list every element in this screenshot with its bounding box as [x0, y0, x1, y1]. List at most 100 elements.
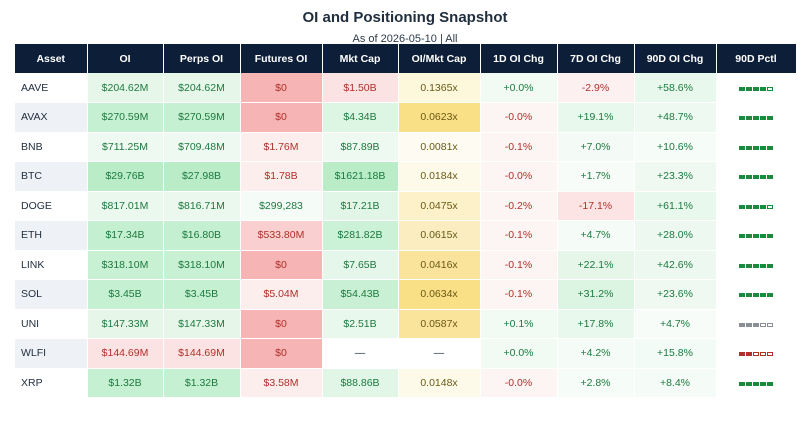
percentile-meter	[738, 381, 774, 386]
value-cell-futures-oi: $533.80M	[240, 220, 323, 251]
percentile-bar-segment	[759, 263, 766, 268]
value-cell-chg-90d: +4.7%	[634, 309, 717, 339]
value-cell-mkt-cap: $1.50B	[322, 73, 399, 103]
percentile-bar-segment	[766, 263, 773, 268]
percentile-bar-segment	[752, 352, 759, 357]
value-cell-chg-7d: +19.1%	[557, 102, 635, 133]
percentile-bar-segment	[759, 352, 766, 357]
percentile-bar-segment	[738, 234, 745, 239]
percentile-bar-segment	[766, 116, 773, 121]
value-cell-chg-90d: +28.0%	[634, 220, 717, 251]
column-header[interactable]: Asset	[15, 44, 88, 73]
value-cell-chg-1d: -0.1%	[480, 220, 558, 251]
percentile-cell	[716, 309, 797, 339]
percentile-bar-segment	[738, 86, 745, 91]
column-header[interactable]: 1D OI Chg	[480, 44, 558, 73]
percentile-bar-segment	[759, 145, 766, 150]
asset-cell: AAVE	[15, 73, 88, 103]
percentile-bar-segment	[766, 352, 773, 357]
asset-cell: BNB	[15, 132, 88, 162]
value-cell-perps-oi: $709.48M	[163, 132, 241, 162]
percentile-bar-segment	[752, 116, 759, 121]
asset-cell: AVAX	[15, 102, 88, 133]
percentile-bar-segment	[766, 86, 773, 91]
asset-cell: SOL	[15, 279, 88, 310]
asset-cell: WLFI	[15, 338, 88, 369]
percentile-bar-segment	[738, 116, 745, 121]
value-cell-chg-7d: +2.8%	[557, 368, 635, 398]
percentile-cell	[716, 368, 797, 398]
value-cell-chg-90d: +23.6%	[634, 279, 717, 310]
percentile-meter	[738, 204, 774, 209]
column-header[interactable]: 90D Pctl	[716, 44, 797, 73]
percentile-bar-segment	[738, 175, 745, 180]
percentile-bar-segment	[766, 175, 773, 180]
value-cell-chg-7d: +7.0%	[557, 132, 635, 162]
value-cell-perps-oi: $3.45B	[163, 279, 241, 310]
value-cell-chg-90d: +48.7%	[634, 102, 717, 133]
value-cell-oi-mkt-cap: 0.0475x	[398, 191, 481, 221]
percentile-bar-segment	[752, 263, 759, 268]
percentile-bar-segment	[759, 86, 766, 91]
value-cell-oi: $1.32B	[87, 368, 164, 398]
percentile-bar-segment	[745, 263, 752, 268]
percentile-bar-segment	[752, 145, 759, 150]
value-cell-chg-1d: -0.2%	[480, 191, 558, 221]
percentile-cell	[716, 161, 797, 192]
percentile-bar-segment	[759, 116, 766, 121]
percentile-cell	[716, 220, 797, 251]
value-cell-oi-mkt-cap: 0.0184x	[398, 161, 481, 192]
value-cell-mkt-cap: $7.65B	[322, 250, 399, 280]
percentile-bar-segment	[766, 381, 773, 386]
value-cell-oi-mkt-cap: 0.0148x	[398, 368, 481, 398]
percentile-bar-segment	[738, 293, 745, 298]
value-cell-futures-oi: $0	[240, 73, 323, 103]
column-header[interactable]: OI	[87, 44, 164, 73]
table-row: AAVE $204.62M $204.62M $0 $1.50B 0.1365x +0.0%…	[15, 73, 797, 103]
value-cell-mkt-cap: $17.21B	[322, 191, 399, 221]
percentile-meter	[738, 86, 774, 91]
column-header[interactable]: Mkt Cap	[322, 44, 399, 73]
table-row: DOGE $817.01M $816.71M $299,283 $17.21B 0.047…	[15, 191, 797, 221]
table-row: UNI $147.33M $147.33M $0 $2.51B 0.0587x +0.1% +…	[15, 309, 797, 339]
column-header[interactable]: 90D OI Chg	[634, 44, 717, 73]
percentile-bar-segment	[745, 175, 752, 180]
value-cell-futures-oi: $5.04M	[240, 279, 323, 310]
value-cell-chg-1d: +0.0%	[480, 73, 558, 103]
table-row: WLFI $144.69M $144.69M $0— — +0.0% +4.2% +15.8%	[15, 338, 797, 369]
percentile-bar-segment	[738, 204, 745, 209]
value-cell-chg-90d: +42.6%	[634, 250, 717, 280]
value-cell-chg-90d: +8.4%	[634, 368, 717, 398]
percentile-meter	[738, 116, 774, 121]
percentile-bar-segment	[759, 381, 766, 386]
column-header[interactable]: 7D OI Chg	[557, 44, 635, 73]
value-cell-mkt-cap: —	[322, 338, 399, 369]
value-cell-futures-oi: $299,283	[240, 191, 323, 221]
value-cell-oi-mkt-cap: —	[398, 338, 481, 369]
value-cell-futures-oi: $3.58M	[240, 368, 323, 398]
percentile-bar-segment	[759, 175, 766, 180]
percentile-bar-segment	[752, 234, 759, 239]
value-cell-chg-7d: +31.2%	[557, 279, 635, 310]
percentile-meter	[738, 352, 774, 357]
column-header[interactable]: Perps OI	[163, 44, 241, 73]
value-cell-chg-90d: +58.6%	[634, 73, 717, 103]
value-cell-chg-1d: -0.1%	[480, 250, 558, 280]
percentile-cell	[716, 102, 797, 133]
percentile-bar-segment	[752, 175, 759, 180]
value-cell-oi-mkt-cap: 0.0587x	[398, 309, 481, 339]
value-cell-oi: $817.01M	[87, 191, 164, 221]
value-cell-mkt-cap: $87.89B	[322, 132, 399, 162]
value-cell-chg-1d: -0.1%	[480, 279, 558, 310]
percentile-meter	[738, 293, 774, 298]
value-cell-chg-90d: +61.1%	[634, 191, 717, 221]
value-cell-futures-oi: $0	[240, 250, 323, 280]
value-cell-oi: $318.10M	[87, 250, 164, 280]
table-row: XRP $1.32B $1.32B $3.58M $88.86B 0.0148x -0.0%…	[15, 368, 797, 398]
column-header[interactable]: OI/Mkt Cap	[398, 44, 481, 73]
value-cell-chg-7d: -17.1%	[557, 191, 635, 221]
percentile-bar-segment	[766, 145, 773, 150]
percentile-meter	[738, 145, 774, 150]
column-header[interactable]: Futures OI	[240, 44, 323, 73]
value-cell-perps-oi: $318.10M	[163, 250, 241, 280]
